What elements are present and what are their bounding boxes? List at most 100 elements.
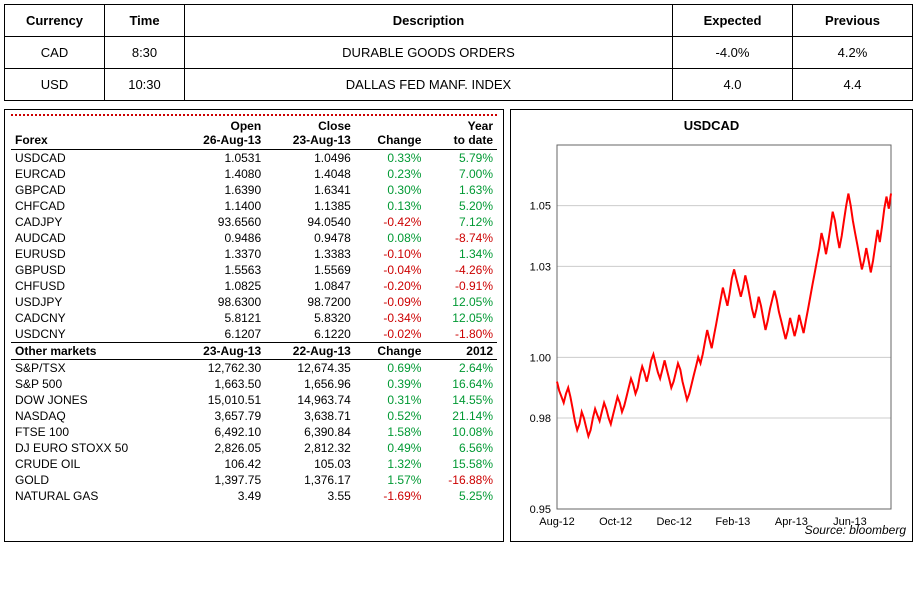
events-cell-expected: 4.0	[673, 69, 793, 101]
table-cell: 1,663.50	[176, 376, 266, 392]
svg-text:Oct-12: Oct-12	[599, 516, 632, 528]
forex-open-label1: Open	[180, 119, 262, 133]
table-cell: 3,657.79	[176, 408, 266, 424]
table-cell: 1.5569	[265, 262, 355, 278]
table-cell: 6,390.84	[265, 424, 355, 440]
table-cell: -4.26%	[425, 262, 497, 278]
table-cell: 98.6300	[176, 294, 266, 310]
table-cell: 1.32%	[355, 456, 426, 472]
table-cell: GBPUSD	[11, 262, 176, 278]
table-cell: 7.12%	[425, 214, 497, 230]
table-cell: -1.80%	[425, 326, 497, 343]
table-cell: 0.69%	[355, 360, 426, 377]
table-cell: 1.57%	[355, 472, 426, 488]
table-cell: 5.79%	[425, 150, 497, 167]
svg-text:1.00: 1.00	[530, 352, 551, 364]
svg-text:0.98: 0.98	[530, 413, 551, 425]
forex-ytd-label1: Year	[429, 119, 493, 133]
chart-title: USDCAD	[517, 118, 906, 133]
table-cell: 0.9486	[176, 230, 266, 246]
table-cell: 6.1220	[265, 326, 355, 343]
table-row: CHFUSD1.08251.0847-0.20%-0.91%	[11, 278, 497, 294]
table-cell: 14.55%	[425, 392, 497, 408]
table-cell: 6,492.10	[176, 424, 266, 440]
svg-text:Dec-12: Dec-12	[656, 516, 691, 528]
table-cell: 21.14%	[425, 408, 497, 424]
table-cell: EURUSD	[11, 246, 176, 262]
events-cell-previous: 4.4	[793, 69, 913, 101]
table-row: EURCAD1.40801.40480.23%7.00%	[11, 166, 497, 182]
table-cell: USDCAD	[11, 150, 176, 167]
table-cell: DOW JONES	[11, 392, 176, 408]
table-cell: 15.58%	[425, 456, 497, 472]
table-cell: 1.0825	[176, 278, 266, 294]
table-cell: AUDCAD	[11, 230, 176, 246]
table-row: NATURAL GAS3.493.55-1.69%5.25%	[11, 488, 497, 504]
table-cell: GBPCAD	[11, 182, 176, 198]
table-cell: CRUDE OIL	[11, 456, 176, 472]
table-cell: 0.23%	[355, 166, 426, 182]
table-row: FTSE 1006,492.106,390.841.58%10.08%	[11, 424, 497, 440]
table-row: CADCNY5.81215.8320-0.34%12.05%	[11, 310, 497, 326]
table-cell: CHFCAD	[11, 198, 176, 214]
table-cell: -1.69%	[355, 488, 426, 504]
table-cell: 3,638.71	[265, 408, 355, 424]
table-cell: -0.34%	[355, 310, 426, 326]
table-cell: 5.25%	[425, 488, 497, 504]
table-cell: 0.08%	[355, 230, 426, 246]
table-cell: 5.8121	[176, 310, 266, 326]
table-cell: 15,010.51	[176, 392, 266, 408]
events-row: USD10:30DALLAS FED MANF. INDEX4.04.4	[5, 69, 913, 101]
events-header-previous: Previous	[793, 5, 913, 37]
table-cell: 1.3383	[265, 246, 355, 262]
table-cell: 1.1400	[176, 198, 266, 214]
table-row: NASDAQ3,657.793,638.710.52%21.14%	[11, 408, 497, 424]
table-cell: USDCNY	[11, 326, 176, 343]
events-header-expected: Expected	[673, 5, 793, 37]
table-cell: -0.10%	[355, 246, 426, 262]
events-header-description: Description	[185, 5, 673, 37]
table-cell: 14,963.74	[265, 392, 355, 408]
table-cell: -0.20%	[355, 278, 426, 294]
forex-header-row: Forex Open 26-Aug-13 Close 23-Aug-13 Cha…	[11, 118, 497, 150]
table-cell: 0.33%	[355, 150, 426, 167]
table-cell: 12,674.35	[265, 360, 355, 377]
table-cell: 1.1385	[265, 198, 355, 214]
table-cell: 1.6341	[265, 182, 355, 198]
table-cell: 1.0496	[265, 150, 355, 167]
table-row: USDCAD1.05311.04960.33%5.79%	[11, 150, 497, 167]
table-cell: NATURAL GAS	[11, 488, 176, 504]
table-cell: -8.74%	[425, 230, 497, 246]
chart-area: 0.950.981.001.031.05Aug-12Oct-12Dec-12Fe…	[517, 135, 906, 535]
table-cell: 0.30%	[355, 182, 426, 198]
table-cell: 1,376.17	[265, 472, 355, 488]
table-cell: 1.63%	[425, 182, 497, 198]
forex-section-label: Forex	[15, 133, 172, 147]
table-row: S&P/TSX12,762.3012,674.350.69%2.64%	[11, 360, 497, 377]
table-cell: 1.5563	[176, 262, 266, 278]
markets-panel: Forex Open 26-Aug-13 Close 23-Aug-13 Cha…	[4, 109, 504, 542]
table-row: S&P 5001,663.501,656.960.39%16.64%	[11, 376, 497, 392]
table-cell: 3.49	[176, 488, 266, 504]
events-table: Currency Time Description Expected Previ…	[4, 4, 913, 101]
table-cell: 1,397.75	[176, 472, 266, 488]
table-cell: 1.4080	[176, 166, 266, 182]
table-cell: 106.42	[176, 456, 266, 472]
other-close-label: 22-Aug-13	[265, 343, 355, 360]
table-row: CADJPY93.656094.0540-0.42%7.12%	[11, 214, 497, 230]
table-row: USDCNY6.12076.1220-0.02%-1.80%	[11, 326, 497, 343]
dotted-rule	[11, 114, 497, 116]
events-cell-time: 8:30	[105, 37, 185, 69]
table-cell: 16.64%	[425, 376, 497, 392]
svg-text:Aug-12: Aug-12	[539, 516, 574, 528]
events-cell-previous: 4.2%	[793, 37, 913, 69]
table-cell: 94.0540	[265, 214, 355, 230]
events-header-time: Time	[105, 5, 185, 37]
table-cell: -0.42%	[355, 214, 426, 230]
events-cell-expected: -4.0%	[673, 37, 793, 69]
events-cell-time: 10:30	[105, 69, 185, 101]
table-cell: 93.6560	[176, 214, 266, 230]
table-cell: 1.4048	[265, 166, 355, 182]
table-cell: 2,826.05	[176, 440, 266, 456]
table-cell: 3.55	[265, 488, 355, 504]
